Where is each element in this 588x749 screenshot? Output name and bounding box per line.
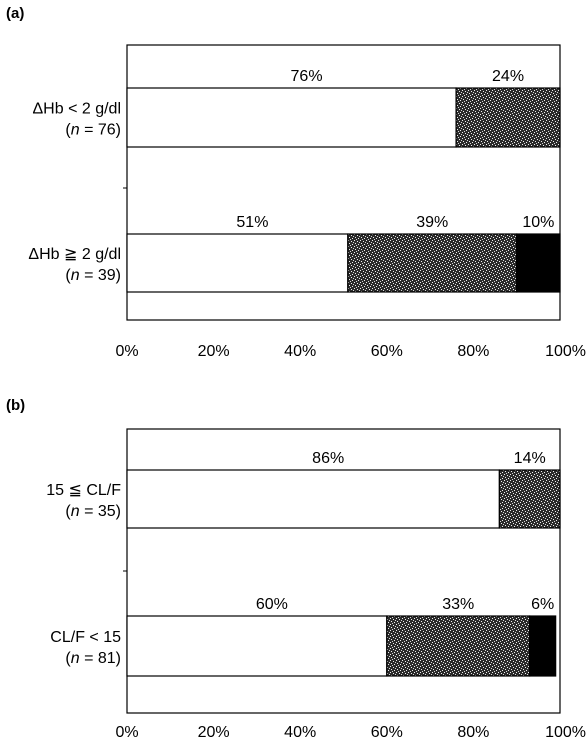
panel-b: (b) 86% 14% 15 ≦ CL/F (n = 35) 60% 33% 6% CL/F <… — [6, 397, 586, 741]
x-tick-label: 0% — [115, 343, 138, 360]
data-label: 76% — [291, 68, 323, 85]
x-tick-label: 80% — [457, 724, 489, 741]
bar-segment — [516, 233, 561, 293]
category-count: (n = 35) — [65, 503, 121, 520]
category-count: (n = 81) — [65, 650, 121, 667]
plot-frame — [126, 44, 561, 321]
category-count: (n = 76) — [65, 122, 121, 139]
bar-segment — [126, 469, 500, 529]
category-label: CL/F < 15 — [50, 629, 121, 646]
category-count: (n = 39) — [65, 267, 121, 284]
data-label: 24% — [492, 68, 524, 85]
bar-segment — [126, 87, 457, 148]
data-label: 86% — [312, 450, 344, 467]
x-tick-label: 20% — [198, 724, 230, 741]
panel-a: (a) 76% 24% ΔHb < 2 g/dl (n = 76) 51% 39% 10% ΔH… — [6, 5, 586, 360]
panel-label: (b) — [6, 397, 25, 414]
category-label: 15 ≦ CL/F — [46, 482, 121, 499]
bar-segment — [347, 233, 518, 293]
x-tick-label: 60% — [371, 343, 403, 360]
data-label: 10% — [522, 214, 554, 231]
data-label: 14% — [514, 450, 546, 467]
x-tick-label: 40% — [284, 343, 316, 360]
x-tick-label: 60% — [371, 724, 403, 741]
x-tick-label: 80% — [457, 343, 489, 360]
x-tick-label: 20% — [198, 343, 230, 360]
data-label: 39% — [416, 214, 448, 231]
x-tick-label: 100% — [545, 724, 586, 741]
bar-segment — [386, 615, 531, 677]
x-tick-label: 0% — [115, 724, 138, 741]
category-label: ΔHb ≧ 2 g/dl — [28, 246, 121, 263]
x-tick-label: 100% — [545, 343, 586, 360]
x-tick-label: 40% — [284, 724, 316, 741]
bar-segment — [455, 87, 561, 148]
bar-segment — [126, 615, 388, 677]
bar-segment — [529, 615, 557, 677]
data-label: 6% — [531, 596, 554, 613]
bar-segment — [126, 233, 349, 293]
panel-label: (a) — [6, 5, 24, 22]
category-label: ΔHb < 2 g/dl — [32, 101, 121, 118]
data-label: 60% — [256, 596, 288, 613]
data-label: 33% — [442, 596, 474, 613]
bar-segment — [498, 469, 561, 529]
data-label: 51% — [236, 214, 268, 231]
